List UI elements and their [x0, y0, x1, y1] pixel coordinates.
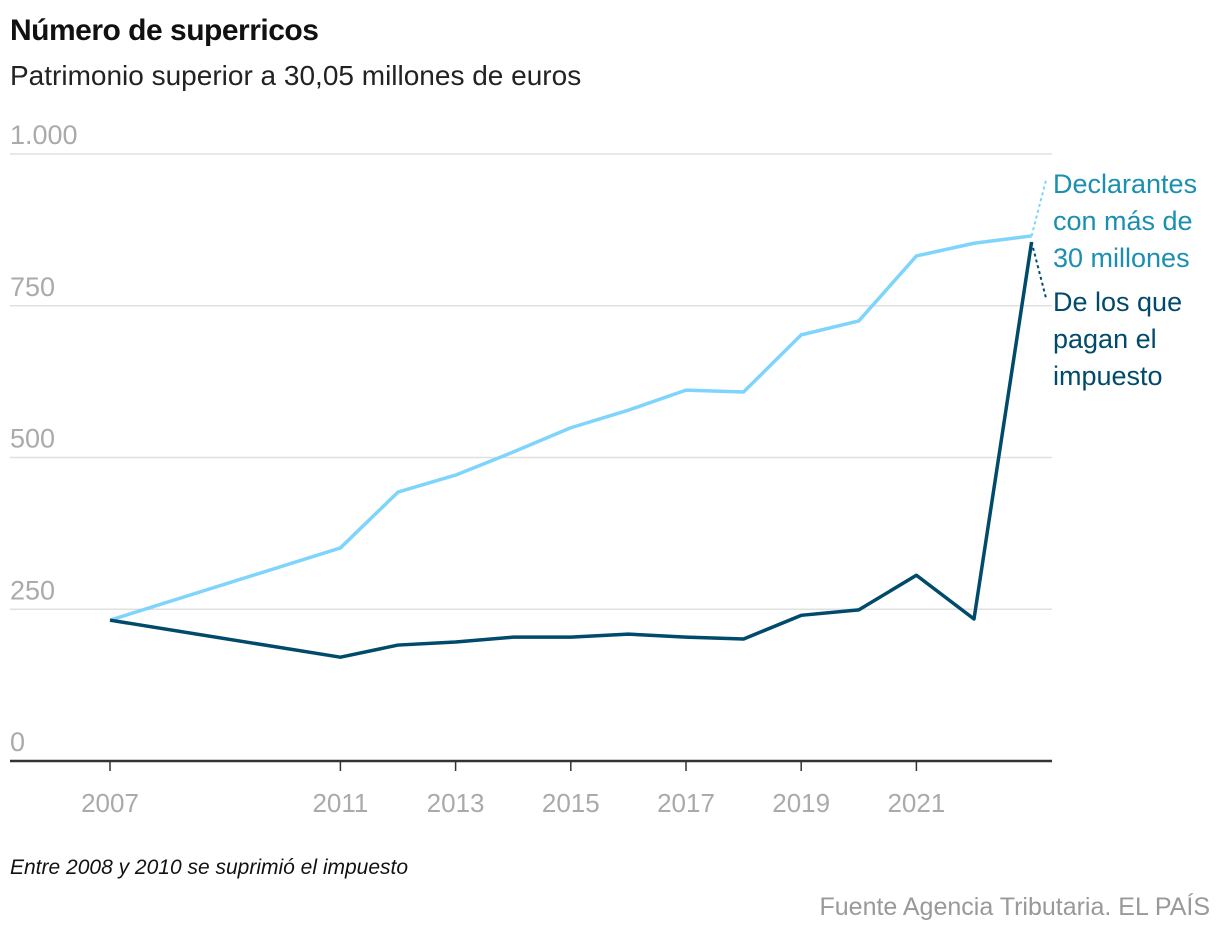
y-tick-label: 0 [10, 727, 25, 757]
chart-subtitle: Patrimonio superior a 30,05 millones de … [10, 60, 582, 91]
leader-line-pagan [1030, 241, 1047, 299]
leader-line-declarantes [1030, 179, 1047, 237]
x-tick-label: 2015 [542, 788, 600, 818]
x-tick-label: 2017 [657, 788, 715, 818]
x-tick-label: 2021 [887, 788, 945, 818]
series-label-line: impuesto [1053, 361, 1163, 391]
series-label-line: Declarantes [1053, 169, 1198, 199]
series-label-pagan: De los que pagan el impuesto [1053, 284, 1182, 395]
series-label-declarantes: Declarantes con más de 30 millones [1053, 166, 1197, 277]
y-tick-label: 750 [10, 272, 55, 302]
series-label-line: pagan el [1053, 324, 1157, 354]
x-tick-label: 2007 [81, 788, 139, 818]
footnote: Entre 2008 y 2010 se suprimió el impuest… [10, 856, 409, 879]
x-tick-label: 2013 [427, 788, 485, 818]
y-tick-label: 500 [10, 424, 55, 454]
series-line-declarantes [109, 234, 1032, 622]
y-tick-label: 1.000 [10, 120, 78, 150]
series-label-line: 30 millones [1053, 243, 1190, 273]
series-label-line: con más de [1053, 206, 1193, 236]
source: Fuente Agencia Tributaria. EL PAÍS [819, 893, 1210, 921]
series-label-line: De los que [1053, 287, 1183, 317]
chart-title: Número de superricos [10, 14, 319, 47]
y-tick-label: 250 [10, 575, 55, 605]
x-tick-label: 2011 [312, 788, 368, 818]
series-line-pagan [109, 241, 1034, 659]
x-tick-label: 2019 [772, 788, 830, 818]
